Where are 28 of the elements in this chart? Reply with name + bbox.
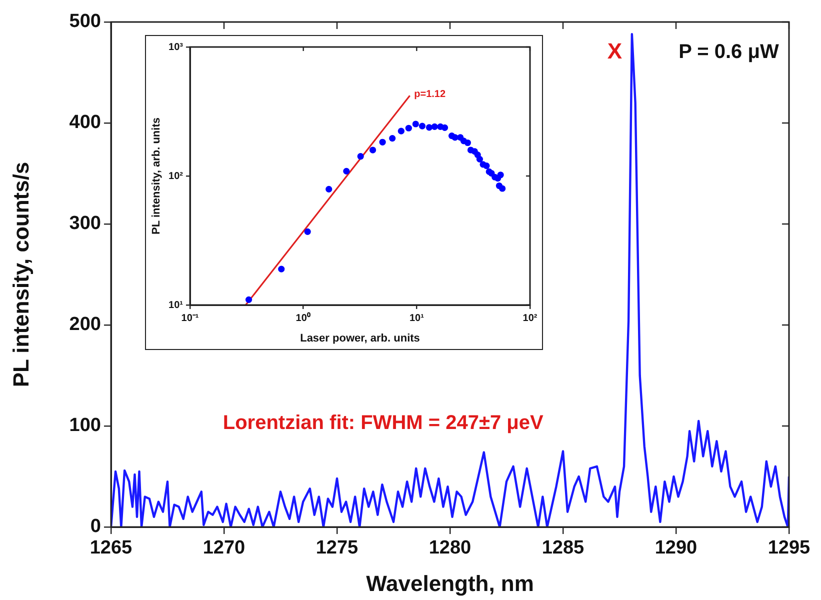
x-tick-label: 10⁻¹ (181, 312, 200, 324)
y-tick-label: 100 (69, 415, 101, 436)
x-tick-label: 10² (522, 312, 538, 324)
x-tick-label: 10⁰ (296, 312, 311, 324)
x-tick-label: 1265 (90, 538, 133, 559)
x-axis-title: Laser power, arb. units (300, 332, 420, 344)
x-tick-label: 1275 (316, 538, 359, 559)
y-tick-label: 200 (69, 314, 101, 336)
y-axis-title: PL intensity, arb. units (150, 118, 163, 234)
annotation: p=1.12 (414, 89, 446, 100)
y-tick-label: 0 (90, 516, 101, 538)
y-tick-label: 10² (168, 170, 184, 182)
annotation: P = 0.6 μW (678, 40, 779, 63)
y-axis-title: PL intensity, counts/s (8, 162, 34, 388)
x-tick-label: 1270 (202, 538, 246, 559)
annotation: X (607, 38, 622, 64)
y-tick-label: 10³ (168, 42, 184, 53)
x-tick-label: 1295 (768, 538, 811, 559)
y-tick-label: 500 (69, 11, 101, 32)
y-tick-label: 10¹ (168, 300, 184, 311)
x-tick-label: 1290 (654, 538, 698, 559)
annotation: Lorentzian fit: FWHM = 247±7 μeV (222, 412, 544, 434)
y-tick-label: 400 (69, 112, 101, 134)
x-tick-label: 10¹ (409, 312, 425, 324)
x-tick-label: 1280 (428, 538, 472, 559)
x-tick-label: 1285 (542, 538, 585, 559)
y-tick-label: 300 (69, 213, 101, 234)
x-axis-title: Wavelength, nm (366, 570, 534, 596)
